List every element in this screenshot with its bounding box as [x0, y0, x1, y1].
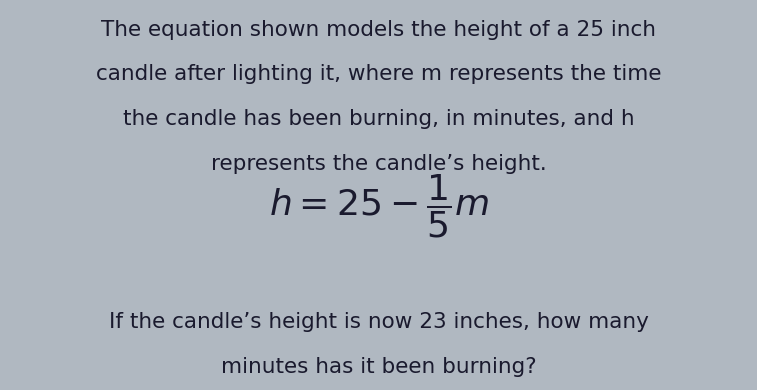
Text: minutes has it been burning?: minutes has it been burning? [221, 357, 536, 377]
Text: represents the candle’s height.: represents the candle’s height. [210, 154, 547, 174]
Text: candle after lighting it, where m represents the time: candle after lighting it, where m repres… [95, 64, 662, 84]
Text: The equation shown models the height of a 25 inch: The equation shown models the height of … [101, 20, 656, 39]
Text: $h = 25 - \dfrac{1}{5}m$: $h = 25 - \dfrac{1}{5}m$ [269, 173, 488, 240]
Text: If the candle’s height is now 23 inches, how many: If the candle’s height is now 23 inches,… [108, 312, 649, 332]
Text: the candle has been burning, in minutes, and h: the candle has been burning, in minutes,… [123, 109, 634, 129]
